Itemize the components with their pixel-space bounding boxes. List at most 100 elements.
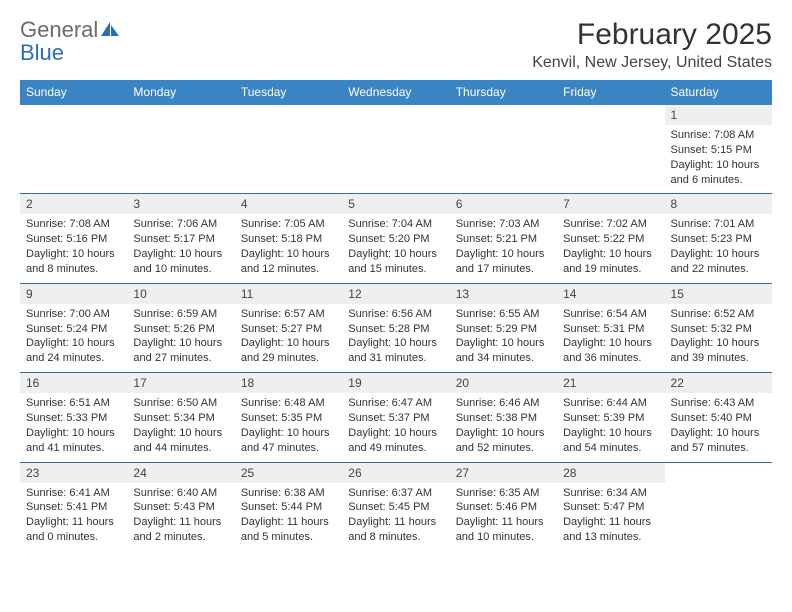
day-number: 9 [20,284,127,304]
day-cell: 9Sunrise: 7:00 AMSunset: 5:24 PMDaylight… [20,283,127,372]
day-number: 23 [20,463,127,483]
title-block: February 2025 Kenvil, New Jersey, United… [532,18,772,72]
day-number: 10 [127,284,234,304]
day-cell: 20Sunrise: 6:46 AMSunset: 5:38 PMDayligh… [450,373,557,462]
day-header-row: Sunday Monday Tuesday Wednesday Thursday… [20,80,772,105]
day-cell: 13Sunrise: 6:55 AMSunset: 5:29 PMDayligh… [450,283,557,372]
day-info: Sunrise: 6:34 AMSunset: 5:47 PMDaylight:… [557,483,664,551]
day-info: Sunrise: 6:38 AMSunset: 5:44 PMDaylight:… [235,483,342,551]
day-info: Sunrise: 6:56 AMSunset: 5:28 PMDaylight:… [342,304,449,372]
day-number: 25 [235,463,342,483]
logo-text: General Blue [20,18,120,64]
day-info: Sunrise: 7:04 AMSunset: 5:20 PMDaylight:… [342,214,449,282]
day-info: Sunrise: 7:00 AMSunset: 5:24 PMDaylight:… [20,304,127,372]
week-row: 23Sunrise: 6:41 AMSunset: 5:41 PMDayligh… [20,462,772,551]
day-number: 22 [665,373,772,393]
day-cell [342,105,449,194]
day-number: 21 [557,373,664,393]
day-number: 20 [450,373,557,393]
day-header: Tuesday [235,80,342,105]
day-info: Sunrise: 6:35 AMSunset: 5:46 PMDaylight:… [450,483,557,551]
day-number: 14 [557,284,664,304]
day-cell: 21Sunrise: 6:44 AMSunset: 5:39 PMDayligh… [557,373,664,462]
day-cell: 8Sunrise: 7:01 AMSunset: 5:23 PMDaylight… [665,194,772,283]
page-header: General Blue February 2025 Kenvil, New J… [20,18,772,72]
day-number: 1 [665,105,772,125]
day-number: 17 [127,373,234,393]
day-cell: 12Sunrise: 6:56 AMSunset: 5:28 PMDayligh… [342,283,449,372]
day-cell: 1Sunrise: 7:08 AMSunset: 5:15 PMDaylight… [665,105,772,194]
logo-sail-icon [100,17,120,42]
day-number: 19 [342,373,449,393]
day-header: Sunday [20,80,127,105]
day-cell [450,105,557,194]
logo-word1: General [20,17,98,42]
day-cell: 11Sunrise: 6:57 AMSunset: 5:27 PMDayligh… [235,283,342,372]
week-row: 2Sunrise: 7:08 AMSunset: 5:16 PMDaylight… [20,194,772,283]
day-info: Sunrise: 6:59 AMSunset: 5:26 PMDaylight:… [127,304,234,372]
day-cell: 28Sunrise: 6:34 AMSunset: 5:47 PMDayligh… [557,462,664,551]
day-cell: 24Sunrise: 6:40 AMSunset: 5:43 PMDayligh… [127,462,234,551]
week-row: 9Sunrise: 7:00 AMSunset: 5:24 PMDaylight… [20,283,772,372]
calendar-table: Sunday Monday Tuesday Wednesday Thursday… [20,80,772,551]
day-info: Sunrise: 7:03 AMSunset: 5:21 PMDaylight:… [450,214,557,282]
day-info: Sunrise: 6:43 AMSunset: 5:40 PMDaylight:… [665,393,772,461]
day-info: Sunrise: 7:06 AMSunset: 5:17 PMDaylight:… [127,214,234,282]
day-cell [127,105,234,194]
day-number: 18 [235,373,342,393]
day-info: Sunrise: 6:44 AMSunset: 5:39 PMDaylight:… [557,393,664,461]
day-number: 12 [342,284,449,304]
day-cell: 15Sunrise: 6:52 AMSunset: 5:32 PMDayligh… [665,283,772,372]
day-cell: 26Sunrise: 6:37 AMSunset: 5:45 PMDayligh… [342,462,449,551]
day-info: Sunrise: 6:54 AMSunset: 5:31 PMDaylight:… [557,304,664,372]
day-cell: 2Sunrise: 7:08 AMSunset: 5:16 PMDaylight… [20,194,127,283]
day-cell: 23Sunrise: 6:41 AMSunset: 5:41 PMDayligh… [20,462,127,551]
day-cell: 27Sunrise: 6:35 AMSunset: 5:46 PMDayligh… [450,462,557,551]
day-info: Sunrise: 6:51 AMSunset: 5:33 PMDaylight:… [20,393,127,461]
day-info: Sunrise: 7:08 AMSunset: 5:16 PMDaylight:… [20,214,127,282]
day-number: 13 [450,284,557,304]
week-row: 1Sunrise: 7:08 AMSunset: 5:15 PMDaylight… [20,105,772,194]
day-cell: 19Sunrise: 6:47 AMSunset: 5:37 PMDayligh… [342,373,449,462]
day-info: Sunrise: 6:41 AMSunset: 5:41 PMDaylight:… [20,483,127,551]
day-cell: 18Sunrise: 6:48 AMSunset: 5:35 PMDayligh… [235,373,342,462]
day-cell: 25Sunrise: 6:38 AMSunset: 5:44 PMDayligh… [235,462,342,551]
day-cell: 3Sunrise: 7:06 AMSunset: 5:17 PMDaylight… [127,194,234,283]
day-info: Sunrise: 6:48 AMSunset: 5:35 PMDaylight:… [235,393,342,461]
day-header: Thursday [450,80,557,105]
day-info: Sunrise: 6:52 AMSunset: 5:32 PMDaylight:… [665,304,772,372]
day-number: 2 [20,194,127,214]
day-number: 3 [127,194,234,214]
day-number: 28 [557,463,664,483]
day-info: Sunrise: 7:02 AMSunset: 5:22 PMDaylight:… [557,214,664,282]
day-number: 5 [342,194,449,214]
day-info: Sunrise: 7:08 AMSunset: 5:15 PMDaylight:… [665,125,772,193]
day-info: Sunrise: 6:40 AMSunset: 5:43 PMDaylight:… [127,483,234,551]
day-header: Wednesday [342,80,449,105]
day-info: Sunrise: 6:50 AMSunset: 5:34 PMDaylight:… [127,393,234,461]
week-row: 16Sunrise: 6:51 AMSunset: 5:33 PMDayligh… [20,373,772,462]
day-info: Sunrise: 7:01 AMSunset: 5:23 PMDaylight:… [665,214,772,282]
day-number: 15 [665,284,772,304]
day-header: Monday [127,80,234,105]
day-cell: 4Sunrise: 7:05 AMSunset: 5:18 PMDaylight… [235,194,342,283]
day-number: 26 [342,463,449,483]
day-header: Friday [557,80,664,105]
day-cell [557,105,664,194]
logo-word2: Blue [20,40,64,65]
day-cell: 10Sunrise: 6:59 AMSunset: 5:26 PMDayligh… [127,283,234,372]
day-cell [665,462,772,551]
day-info: Sunrise: 7:05 AMSunset: 5:18 PMDaylight:… [235,214,342,282]
month-title: February 2025 [532,18,772,52]
day-cell: 7Sunrise: 7:02 AMSunset: 5:22 PMDaylight… [557,194,664,283]
day-number: 11 [235,284,342,304]
day-number: 27 [450,463,557,483]
day-cell [20,105,127,194]
day-cell [235,105,342,194]
day-cell: 17Sunrise: 6:50 AMSunset: 5:34 PMDayligh… [127,373,234,462]
day-cell: 6Sunrise: 7:03 AMSunset: 5:21 PMDaylight… [450,194,557,283]
day-info: Sunrise: 6:55 AMSunset: 5:29 PMDaylight:… [450,304,557,372]
day-info: Sunrise: 6:47 AMSunset: 5:37 PMDaylight:… [342,393,449,461]
day-cell: 5Sunrise: 7:04 AMSunset: 5:20 PMDaylight… [342,194,449,283]
day-number: 6 [450,194,557,214]
